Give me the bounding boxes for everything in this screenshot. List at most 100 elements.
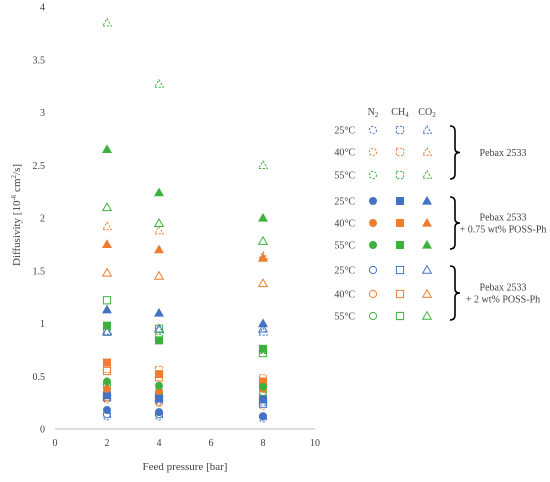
data-point [258, 395, 267, 404]
legend-marker [395, 218, 404, 227]
data-point [154, 336, 163, 345]
x-axis-label: Feed pressure [bar] [143, 461, 228, 473]
data-points [101, 17, 269, 423]
legend-marker [422, 195, 432, 205]
legend-marker [395, 311, 405, 321]
data-point [257, 235, 269, 245]
data-point [154, 370, 163, 379]
data-point [102, 366, 112, 376]
legend-gas-header-base: N [368, 107, 375, 118]
data-point [258, 252, 268, 262]
legend-marker [421, 169, 433, 179]
y-axis-label-main: Diffusivity [10 [11, 200, 23, 266]
data-point [258, 344, 267, 353]
legend-group-label: + 0.75 wt% POSS-Ph [460, 225, 547, 236]
data-point [101, 326, 113, 336]
legend-marker [421, 124, 433, 134]
legend-marker [368, 240, 377, 249]
data-point [103, 358, 112, 367]
legend-temp-label: 40°C [334, 148, 355, 159]
legend-temp-label: 55°C [334, 312, 355, 323]
legend-marker [368, 265, 378, 275]
legend-gas-header-base: CH [391, 107, 405, 118]
legend-marker [395, 125, 405, 135]
legend-marker [421, 288, 433, 298]
legend-marker [421, 264, 433, 274]
y-tick-label: 1 [40, 319, 45, 330]
legend-marker [395, 265, 405, 275]
x-tick-label: 2 [105, 438, 110, 449]
data-point [154, 307, 164, 317]
data-point [103, 384, 112, 393]
data-point [258, 412, 267, 421]
y-axis-ticks: 0 0.5 1 1.5 2 2.5 3 3.5 4 [33, 3, 46, 436]
data-point [103, 377, 112, 386]
y-tick-label: 3 [40, 108, 45, 119]
data-point [154, 324, 164, 333]
data-point [154, 408, 163, 417]
y-tick-label: 2 [40, 214, 45, 225]
legend-temp-label: 40°C [334, 290, 355, 301]
legend-temp-label: 55°C [334, 241, 355, 252]
data-point [101, 325, 113, 335]
legend-gas-header: CH4 [391, 107, 409, 119]
legend-marker [422, 217, 432, 227]
legend-marker [368, 170, 378, 180]
data-point [153, 78, 165, 88]
y-tick-label: 4 [40, 3, 45, 14]
legend-temp-label: 55°C [334, 171, 355, 182]
data-point [102, 239, 112, 249]
legend-marker [395, 147, 405, 157]
y-axis-label-end: /s] [11, 164, 23, 175]
data-point [257, 323, 269, 333]
y-axis-label-mid: cm [11, 178, 23, 195]
legend-gas-header: N2 [368, 107, 379, 119]
legend-marker [368, 311, 378, 321]
y-tick-label: 2.5 [33, 161, 46, 172]
data-point [153, 270, 165, 280]
legend-marker [368, 289, 378, 299]
data-point [154, 244, 164, 254]
legend-group-label: Pebax 2533 [480, 148, 527, 159]
y-tick-label: 0.5 [33, 372, 46, 383]
data-point [258, 318, 268, 328]
legend-group-brace [449, 196, 461, 250]
legend-gas-header: CO2 [418, 107, 436, 119]
y-axis-label-sup2: 2 [10, 174, 18, 178]
legend-gas-header-sub: 2 [432, 111, 436, 119]
data-point [102, 296, 112, 305]
legend-marker [368, 147, 378, 157]
data-point [102, 304, 112, 314]
data-point [103, 321, 112, 330]
legend-marker [395, 170, 405, 180]
data-point [102, 144, 112, 154]
data-point [154, 187, 164, 197]
data-point [153, 217, 165, 227]
legend-gas-header-sub: 4 [405, 111, 409, 119]
legend-temp-label: 25°C [334, 126, 355, 137]
x-tick-label: 4 [157, 438, 162, 449]
legend-group-label: Pebax 2533 [480, 283, 527, 294]
legend-temp-label: 25°C [334, 266, 355, 277]
legend-temp-label: 25°C [334, 197, 355, 208]
x-tick-label: 10 [310, 438, 320, 449]
legend-marker [422, 239, 432, 249]
data-point [153, 324, 165, 334]
y-tick-label: 0 [40, 425, 45, 436]
data-point [258, 382, 267, 391]
legend-marker [368, 196, 377, 205]
data-point [258, 212, 268, 222]
y-axis-label-sup: -6 [10, 194, 18, 200]
data-point [154, 381, 163, 390]
legend-group-brace [449, 125, 461, 180]
legend-marker [395, 240, 404, 249]
legend-marker [368, 125, 378, 135]
data-point [153, 225, 165, 235]
x-axis-ticks: 0 2 4 6 8 10 [53, 438, 321, 449]
data-point [101, 202, 113, 212]
data-point [257, 159, 269, 169]
y-tick-label: 1.5 [33, 266, 46, 277]
data-point [103, 406, 112, 415]
